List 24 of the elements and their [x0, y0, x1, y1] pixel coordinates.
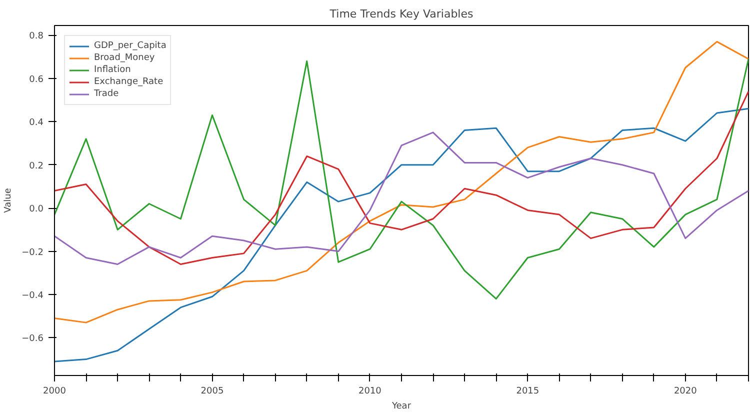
x-tick-label: 2020	[674, 386, 698, 396]
legend-label: Inflation	[94, 64, 131, 76]
x-tick-label: 2000	[43, 386, 66, 396]
x-axis-title: Year	[390, 402, 412, 412]
y-tick-label: 0.4	[29, 118, 44, 128]
y-tick-label: 0.0	[29, 204, 44, 215]
y-tick-label: 0.8	[29, 32, 44, 42]
line-series	[54, 90, 748, 265]
y-tick-label: 0.6	[29, 74, 44, 85]
y-tick-label: −0.4	[22, 290, 44, 301]
x-tick-label: 2005	[200, 386, 224, 396]
legend-label: Trade	[94, 88, 119, 100]
legend-label: Broad_Money	[94, 52, 155, 64]
legend-label: Exchange_Rate	[94, 76, 164, 88]
y-tick-label: −0.2	[22, 248, 44, 258]
x-tick-label: 2010	[358, 386, 382, 396]
line-series	[54, 132, 748, 265]
y-tick-label: 0.2	[29, 161, 44, 172]
line-series	[54, 108, 748, 362]
x-tick-label: 2015	[516, 386, 540, 396]
legend-label: GDP_per_Capita	[94, 40, 166, 52]
y-axis-title: Value	[4, 188, 14, 213]
y-tick-label: −0.6	[22, 334, 44, 344]
chart-title: Time Trends Key Variables	[328, 8, 474, 20]
